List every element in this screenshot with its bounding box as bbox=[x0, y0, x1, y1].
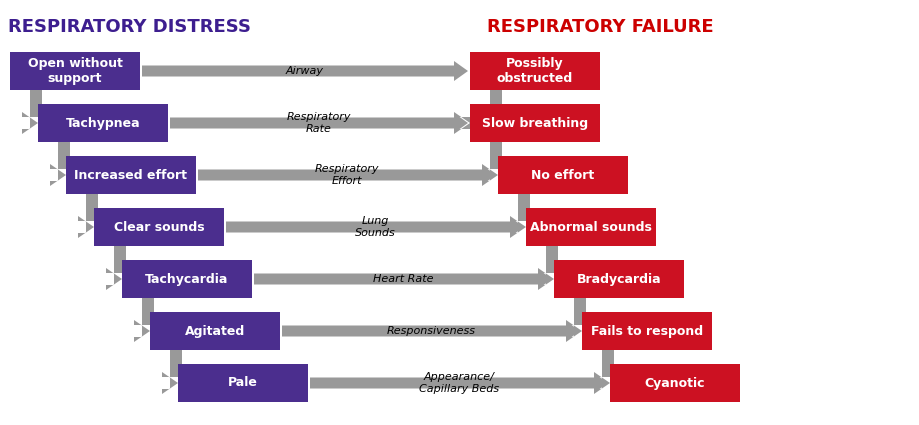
Text: Fails to respond: Fails to respond bbox=[590, 325, 702, 337]
Polygon shape bbox=[50, 142, 70, 186]
Bar bbox=[122, 260, 252, 298]
Text: Airway: Airway bbox=[286, 66, 323, 76]
Bar bbox=[497, 156, 628, 194]
Polygon shape bbox=[282, 321, 579, 341]
Bar bbox=[177, 364, 308, 402]
Polygon shape bbox=[134, 298, 153, 342]
Bar bbox=[150, 312, 279, 350]
Polygon shape bbox=[162, 350, 182, 394]
Text: Clear sounds: Clear sounds bbox=[114, 221, 204, 233]
Polygon shape bbox=[594, 350, 613, 394]
Polygon shape bbox=[106, 246, 126, 290]
Text: Heart Rate: Heart Rate bbox=[372, 274, 433, 284]
Polygon shape bbox=[565, 298, 585, 342]
Text: RESPIRATORY DISTRESS: RESPIRATORY DISTRESS bbox=[8, 18, 251, 36]
Polygon shape bbox=[78, 194, 98, 238]
Polygon shape bbox=[198, 165, 495, 185]
Text: Lung
Sounds: Lung Sounds bbox=[354, 216, 395, 238]
Polygon shape bbox=[22, 90, 42, 134]
Polygon shape bbox=[310, 373, 607, 393]
Text: RESPIRATORY FAILURE: RESPIRATORY FAILURE bbox=[486, 18, 712, 36]
Bar bbox=[553, 260, 683, 298]
Text: Appearance/
Capillary Beds: Appearance/ Capillary Beds bbox=[418, 372, 498, 394]
Polygon shape bbox=[538, 246, 558, 290]
Text: Agitated: Agitated bbox=[185, 325, 244, 337]
Text: No effort: No effort bbox=[531, 168, 594, 181]
Text: Tachycardia: Tachycardia bbox=[145, 272, 229, 286]
Text: Bradycardia: Bradycardia bbox=[576, 272, 661, 286]
Bar bbox=[609, 364, 739, 402]
Text: Responsiveness: Responsiveness bbox=[386, 326, 475, 336]
Polygon shape bbox=[254, 269, 551, 289]
Bar bbox=[94, 208, 223, 246]
Bar bbox=[66, 156, 196, 194]
Text: Respiratory
Rate: Respiratory Rate bbox=[287, 112, 351, 134]
Bar bbox=[38, 104, 168, 142]
Polygon shape bbox=[509, 194, 529, 238]
Polygon shape bbox=[226, 217, 524, 237]
Bar bbox=[10, 52, 140, 90]
Text: Abnormal sounds: Abnormal sounds bbox=[529, 221, 652, 233]
Polygon shape bbox=[142, 61, 468, 81]
Bar bbox=[526, 208, 655, 246]
Text: Increased effort: Increased effort bbox=[74, 168, 187, 181]
Text: Respiratory
Effort: Respiratory Effort bbox=[314, 164, 379, 186]
Polygon shape bbox=[170, 113, 468, 133]
Text: Slow breathing: Slow breathing bbox=[482, 116, 587, 130]
Text: Cyanotic: Cyanotic bbox=[644, 377, 705, 389]
Text: Possibly
obstructed: Possibly obstructed bbox=[496, 57, 573, 85]
Text: Open without
support: Open without support bbox=[28, 57, 122, 85]
Polygon shape bbox=[453, 90, 502, 134]
Polygon shape bbox=[482, 142, 502, 186]
Bar bbox=[582, 312, 711, 350]
Text: Tachypnea: Tachypnea bbox=[65, 116, 141, 130]
Text: Pale: Pale bbox=[228, 377, 257, 389]
Bar bbox=[470, 104, 599, 142]
Bar bbox=[470, 52, 599, 90]
